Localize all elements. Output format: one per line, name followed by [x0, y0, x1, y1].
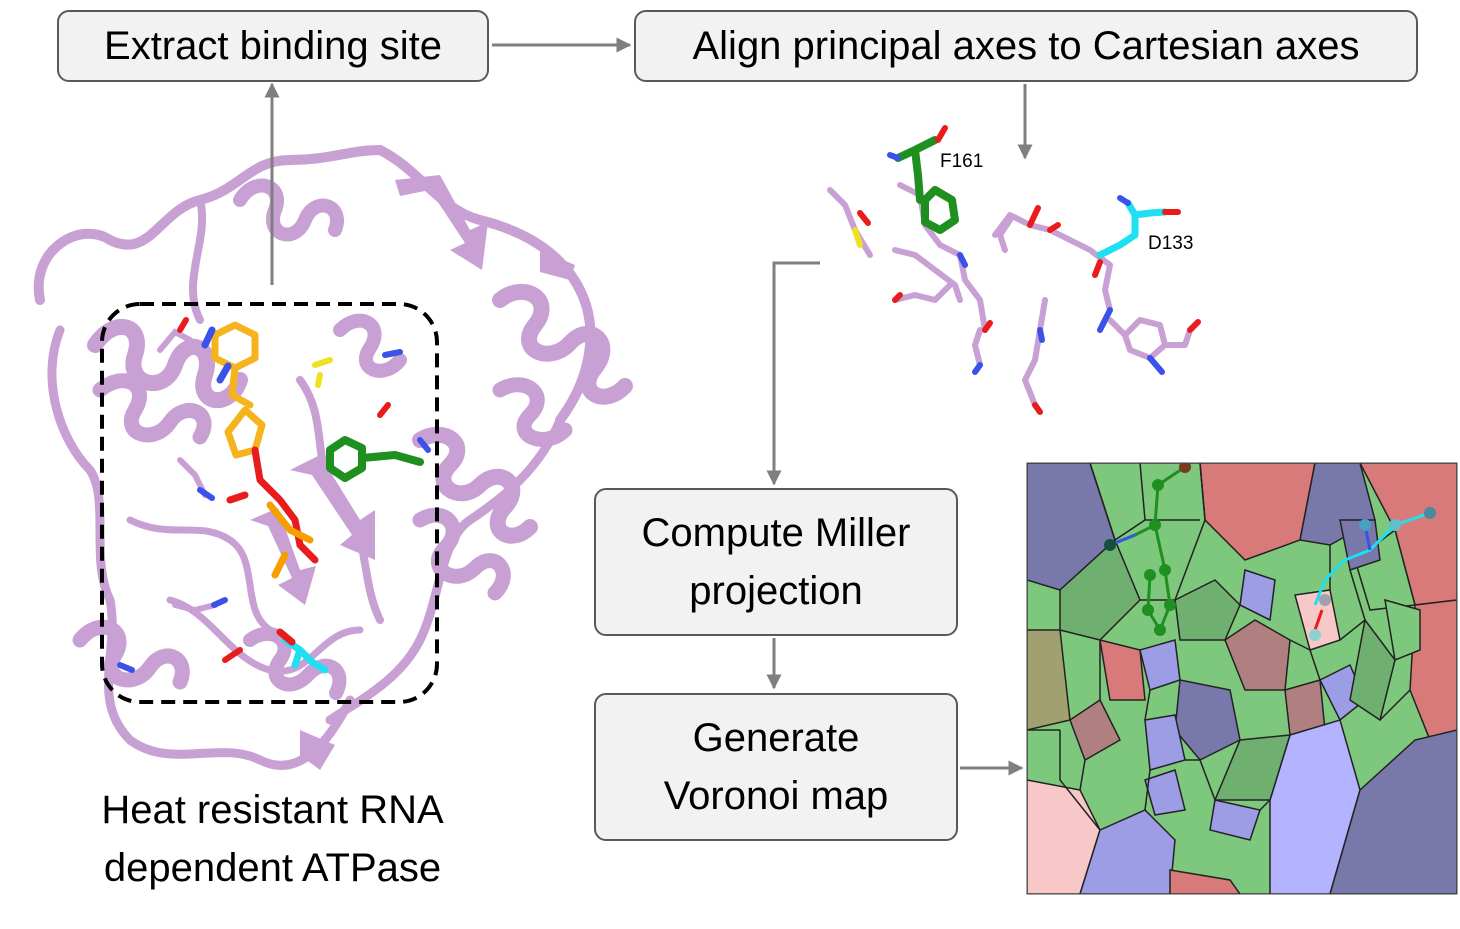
- protein-structure-image: [33, 145, 633, 770]
- generate-voronoi-label-line2: Voronoi map: [663, 774, 889, 818]
- residue-label-phe: F161: [940, 151, 983, 172]
- align-axes-box: Align principal axes to Cartesian axes: [634, 10, 1418, 82]
- protein-caption-line2: dependent ATPase: [103, 846, 442, 890]
- arrow-site-to-miller: [766, 261, 820, 486]
- protein-caption-line1: Heat resistant RNA: [101, 788, 444, 832]
- extract-binding-site-label: Extract binding site: [104, 24, 442, 68]
- residue-label-asp: D133: [1148, 233, 1193, 254]
- protein-caption: Heat resistant RNA dependent ATPase: [50, 781, 495, 897]
- compute-miller-box: Compute Miller projection: [594, 488, 958, 636]
- voronoi-map: [1027, 463, 1457, 894]
- align-axes-label: Align principal axes to Cartesian axes: [692, 24, 1360, 68]
- generate-voronoi-label-line1: Generate: [692, 716, 860, 760]
- voronoi-map-frame: [1026, 462, 1458, 895]
- flow-arrows: [264, 37, 1033, 776]
- binding-site-region: [100, 302, 439, 704]
- compute-miller-label-line1: Compute Miller: [641, 511, 911, 555]
- extract-binding-site-box: Extract binding site: [57, 10, 489, 82]
- compute-miller-label-line2: projection: [689, 569, 863, 613]
- generate-voronoi-box: Generate Voronoi map: [594, 693, 958, 841]
- binding-site-sticks: [827, 125, 1201, 415]
